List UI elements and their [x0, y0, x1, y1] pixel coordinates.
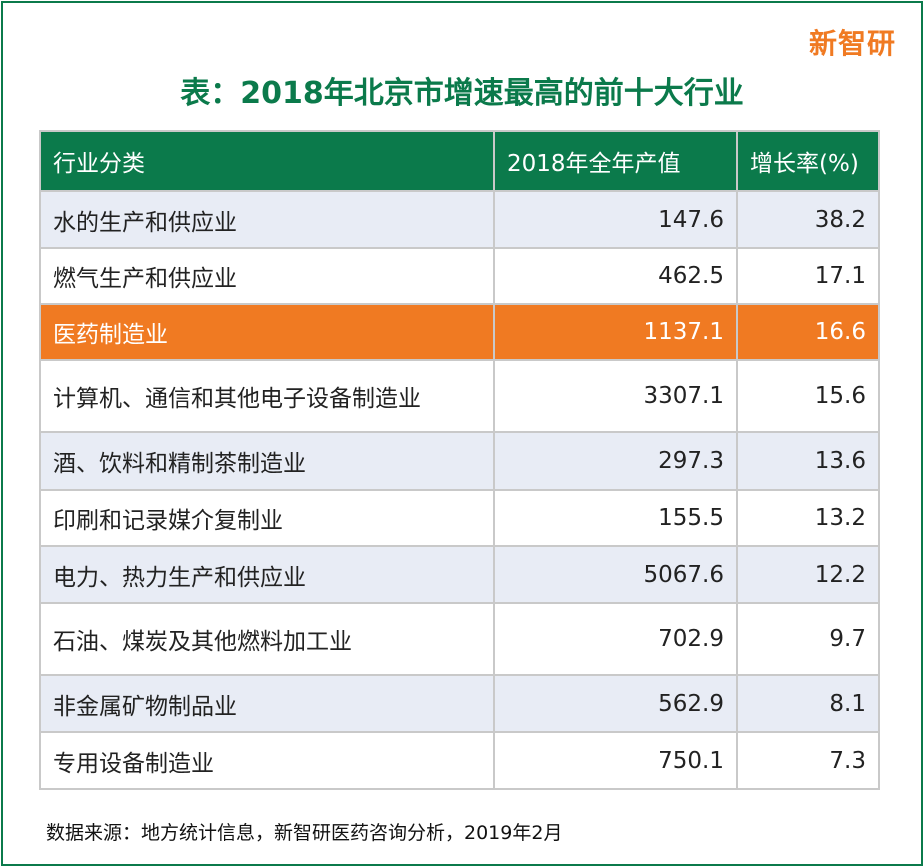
cell-growth: 17.1	[736, 247, 880, 305]
table-row: 计算机、通信和其他电子设备制造业 3307.1 15.6	[39, 359, 880, 433]
header-industry: 行业分类	[39, 130, 495, 192]
cell-industry: 专用设备制造业	[39, 731, 495, 790]
brand-logo: 新智研	[808, 27, 896, 60]
cell-output: 147.6	[493, 190, 738, 249]
industry-table: 行业分类 2018年全年产值 增长率(%) 水的生产和供应业 147.6 38.2 燃…	[39, 130, 880, 790]
cell-growth: 12.2	[736, 545, 880, 604]
cell-industry: 石油、煤炭及其他燃料加工业	[39, 602, 495, 676]
table-row: 燃气生产和供应业 462.5 17.1	[39, 247, 880, 305]
table-row: 水的生产和供应业 147.6 38.2	[39, 190, 880, 249]
table-row: 医药制造业 1137.1 16.6	[39, 303, 880, 361]
table-body: 水的生产和供应业 147.6 38.2 燃气生产和供应业 462.5 17.1 医药制造业 1…	[39, 190, 880, 790]
cell-industry: 酒、饮料和精制茶制造业	[39, 431, 495, 491]
table-row: 石油、煤炭及其他燃料加工业 702.9 9.7	[39, 602, 880, 676]
cell-industry: 医药制造业	[39, 303, 495, 361]
header-output: 2018年全年产值	[493, 130, 738, 192]
table-row: 非金属矿物制品业 562.9 8.1	[39, 674, 880, 733]
cell-output: 297.3	[493, 431, 738, 491]
cell-output: 462.5	[493, 247, 738, 305]
table-row: 酒、饮料和精制茶制造业 297.3 13.6	[39, 431, 880, 491]
cell-output: 1137.1	[493, 303, 738, 361]
cell-output: 750.1	[493, 731, 738, 790]
table-header-row: 行业分类 2018年全年产值 增长率(%)	[39, 130, 880, 192]
cell-growth: 38.2	[736, 190, 880, 249]
cell-industry: 电力、热力生产和供应业	[39, 545, 495, 604]
cell-growth: 15.6	[736, 359, 880, 433]
table-title: 表：2018年北京市增速最高的前十大行业	[180, 76, 744, 111]
cell-output: 5067.6	[493, 545, 738, 604]
cell-output: 702.9	[493, 602, 738, 676]
cell-growth: 16.6	[736, 303, 880, 361]
cell-growth: 8.1	[736, 674, 880, 733]
cell-output: 3307.1	[493, 359, 738, 433]
table-row: 电力、热力生产和供应业 5067.6 12.2	[39, 545, 880, 604]
cell-growth: 13.2	[736, 489, 880, 547]
cell-industry: 印刷和记录媒介复制业	[39, 489, 495, 547]
cell-industry: 计算机、通信和其他电子设备制造业	[39, 359, 495, 433]
cell-output: 562.9	[493, 674, 738, 733]
cell-growth: 9.7	[736, 602, 880, 676]
cell-industry: 非金属矿物制品业	[39, 674, 495, 733]
cell-industry: 水的生产和供应业	[39, 190, 495, 249]
cell-growth: 7.3	[736, 731, 880, 790]
cell-growth: 13.6	[736, 431, 880, 491]
table-row: 印刷和记录媒介复制业 155.5 13.2	[39, 489, 880, 547]
cell-output: 155.5	[493, 489, 738, 547]
header-growth: 增长率(%)	[736, 130, 880, 192]
cell-industry: 燃气生产和供应业	[39, 247, 495, 305]
table-row: 专用设备制造业 750.1 7.3	[39, 731, 880, 790]
source-note: 数据来源：地方统计信息，新智研医药咨询分析，2019年2月	[46, 822, 563, 844]
